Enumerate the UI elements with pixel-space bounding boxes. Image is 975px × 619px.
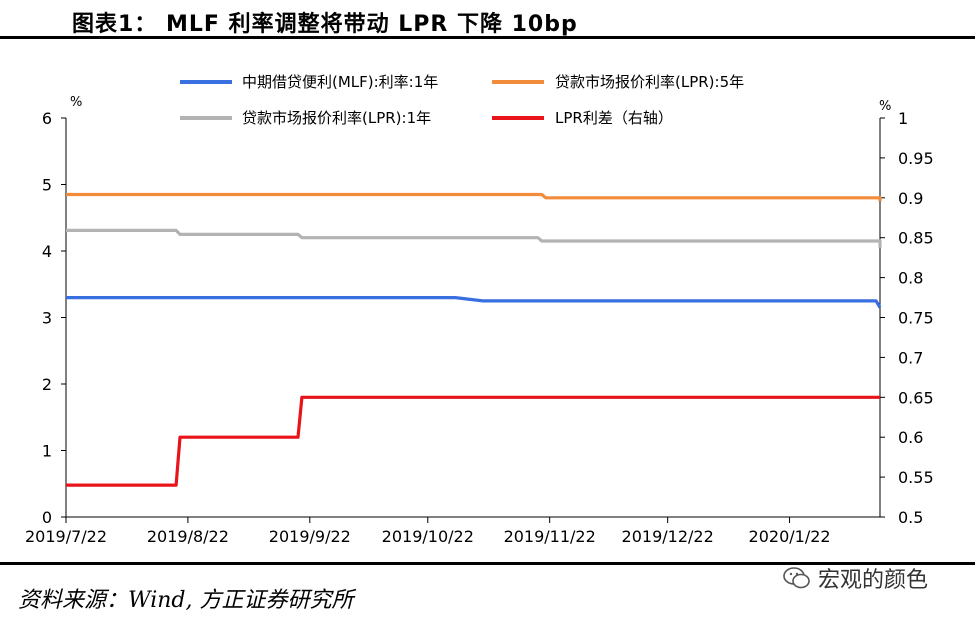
- y-left-unit: %: [70, 95, 82, 110]
- x-tick-label: 2020/1/22: [749, 527, 831, 546]
- series-line-2: [66, 192, 882, 202]
- y-right-tick-label: 1: [898, 109, 908, 128]
- series-line-4: [66, 395, 880, 487]
- series-line-3: [66, 228, 882, 248]
- x-tick-label: 2019/7/22: [25, 527, 107, 546]
- y-right-tick-label: 0.85: [898, 229, 934, 248]
- y-left-tick-label: 5: [42, 176, 52, 195]
- chart: 0 1 2 3 4 5 6% 0.5 0.55 0.6 0.65 0.7 0.75 0.8 0.85 0.9 0…: [25, 73, 934, 546]
- y-right-tick-label: 0.7: [898, 348, 923, 367]
- y-right-tick-label: 0.65: [898, 388, 934, 407]
- legend-label-4: LPR利差（右轴）: [555, 109, 673, 127]
- chart-title: 图表1： MLF 利率调整将带动 LPR 下降 10bp: [72, 12, 578, 37]
- wechat-icon: [783, 567, 810, 589]
- bottom-rule: [0, 562, 975, 565]
- x-tick-label: 2019/11/22: [504, 527, 596, 546]
- y-left-tick-label: 6: [42, 109, 52, 128]
- y-right-tick-label: 0.95: [898, 149, 934, 168]
- legend-label-3: 贷款市场报价利率(LPR):1年: [242, 109, 431, 127]
- y-right-tick-label: 0.55: [898, 468, 934, 487]
- y-left-tick-label: 1: [42, 442, 52, 461]
- legend-label-2: 贷款市场报价利率(LPR):5年: [555, 73, 744, 91]
- x-tick-label: 2019/10/22: [382, 527, 474, 546]
- y-right-tick-label: 0.9: [898, 189, 923, 208]
- top-rule: [0, 36, 975, 39]
- series-line-1: [66, 296, 882, 309]
- y-right-tick-label: 0.75: [898, 309, 934, 328]
- watermark-text: 宏观的颜色: [818, 568, 929, 593]
- y-right-tick-label: 0.8: [898, 269, 923, 288]
- y-left-tick-label: 3: [42, 309, 52, 328]
- x-tick-label: 2019/9/22: [269, 527, 351, 546]
- legend-label-1: 中期借贷便利(MLF):利率:1年: [242, 73, 438, 91]
- y-right-tick-label: 0.5: [898, 508, 923, 527]
- y-right-tick-label: 0.6: [898, 428, 923, 447]
- y-left-tick-label: 0: [42, 508, 52, 527]
- x-tick-label: 2019/8/22: [147, 527, 229, 546]
- y-right-unit: %: [879, 99, 891, 114]
- x-tick-label: 2019/12/22: [622, 527, 714, 546]
- y-left-tick-label: 2: [42, 375, 52, 394]
- watermark: 宏观的颜色: [782, 562, 928, 594]
- source-note: 资料来源：Wind, 方正证券研究所: [18, 588, 354, 613]
- y-left-tick-label: 4: [42, 242, 52, 261]
